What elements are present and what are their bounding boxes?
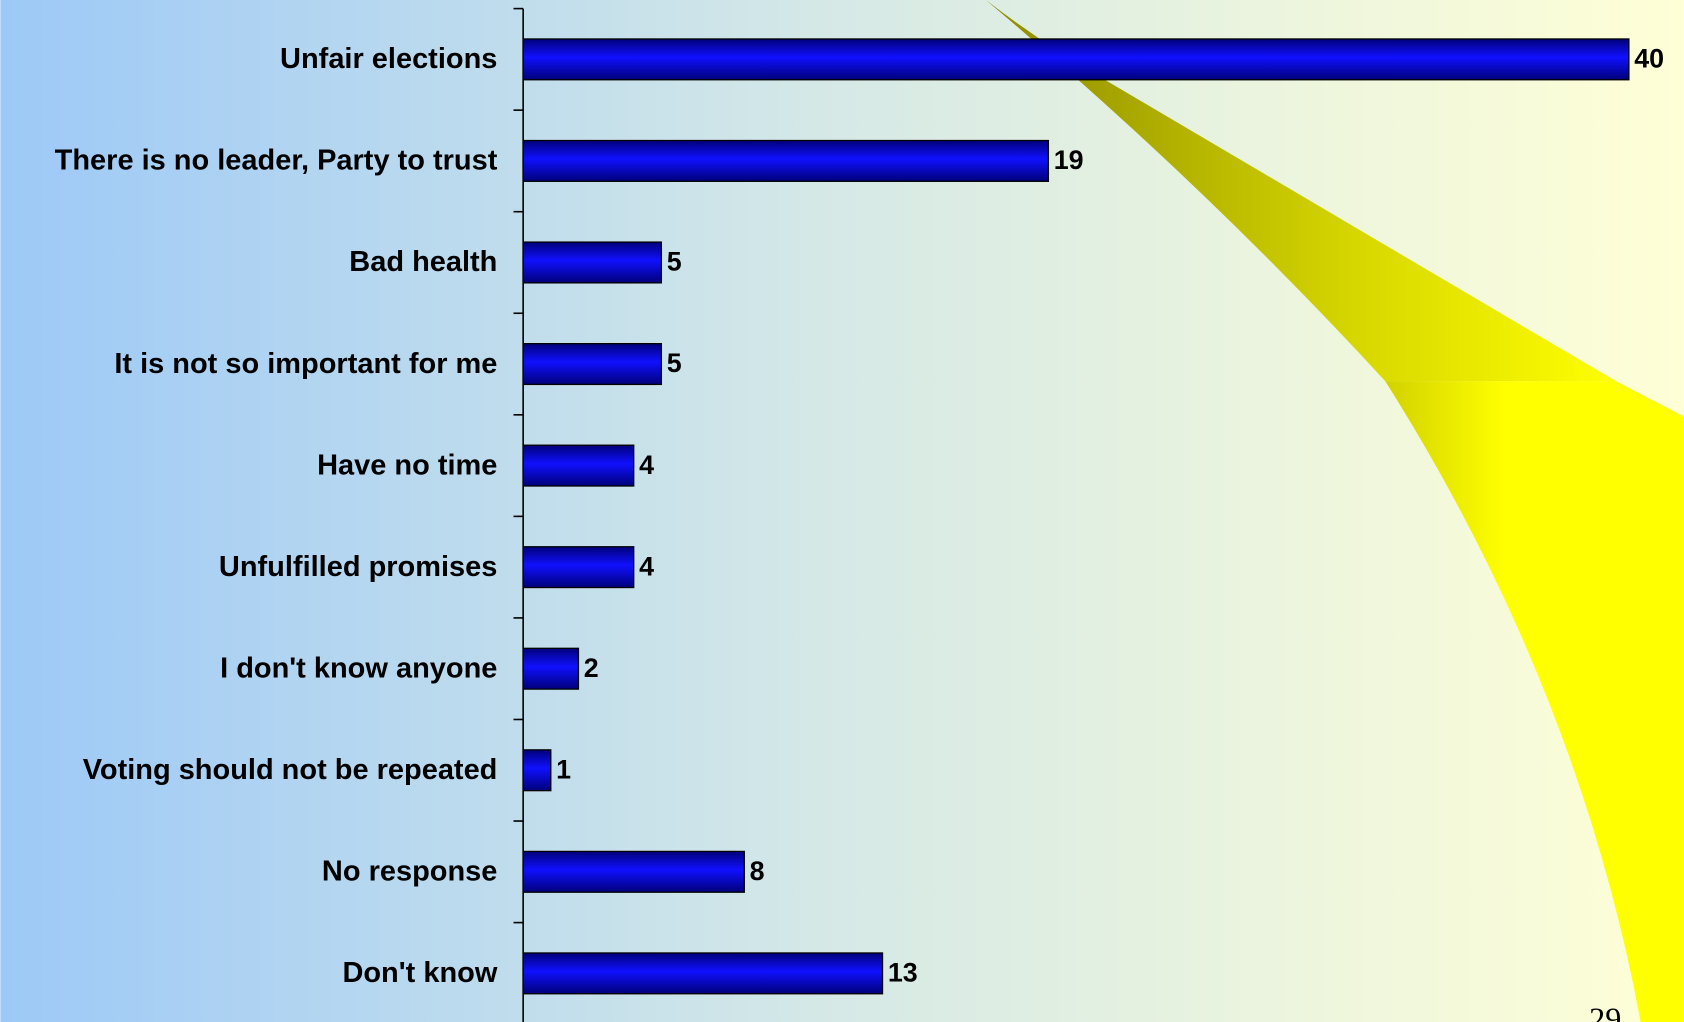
value-label: 13 (888, 958, 918, 988)
category-label: Unfair elections (280, 43, 497, 75)
value-label: 19 (1054, 145, 1084, 175)
value-label: 2 (584, 653, 599, 683)
bar (522, 139, 1050, 182)
value-label: 4 (639, 450, 654, 480)
category-label: No response (322, 856, 497, 888)
value-label: 1 (556, 754, 571, 784)
bar (522, 342, 663, 386)
bar (522, 952, 884, 995)
bar (522, 241, 663, 284)
value-label: 5 (667, 247, 682, 277)
bar (522, 749, 552, 792)
bar (522, 850, 745, 893)
bar (522, 444, 635, 487)
category-label: Bad health (349, 246, 497, 278)
bar (522, 546, 635, 589)
category-label: Unfulfilled promises (219, 551, 497, 583)
category-label: Voting should not be repeated (83, 754, 498, 786)
swoosh (1385, 381, 1684, 1022)
category-label: Don't know (342, 957, 497, 989)
category-label: It is not so important for me (114, 348, 497, 380)
value-label: 40 (1634, 44, 1664, 74)
value-label: 5 (667, 348, 682, 378)
bar (522, 647, 580, 690)
category-label: Have no time (317, 449, 497, 481)
value-label: 8 (750, 856, 765, 886)
category-label: I don't know anyone (220, 652, 497, 684)
page-number: 29 (1589, 1000, 1621, 1022)
value-label: 4 (639, 551, 654, 581)
bar (522, 38, 1630, 81)
category-label: There is no leader, Party to trust (55, 145, 498, 177)
